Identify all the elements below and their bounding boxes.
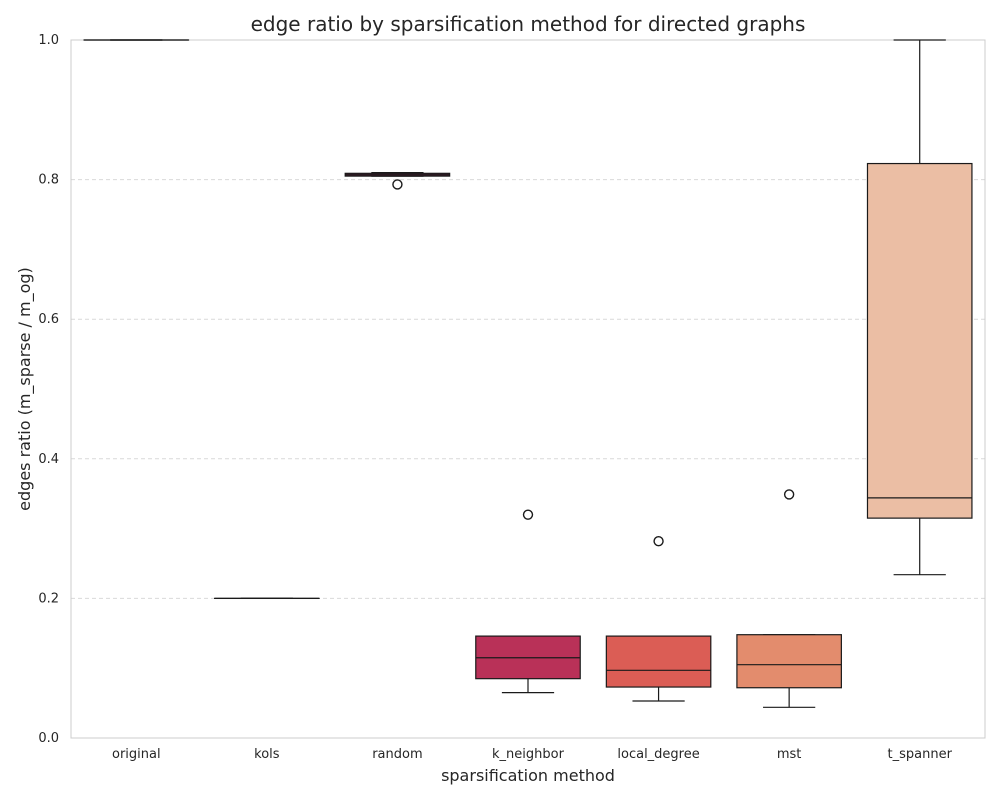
x-tick-label: original (112, 747, 161, 762)
chart-title: edge ratio by sparsification method for … (251, 12, 806, 36)
outlier-point (522, 509, 534, 520)
box-group-random (344, 172, 451, 190)
box-group-k_neighbor (475, 509, 581, 694)
y-tick-label: 0.2 (38, 591, 59, 606)
x-axis-label: sparsification method (441, 766, 615, 785)
y-tick-label: 1.0 (38, 33, 59, 48)
x-tick-label: local_degree (617, 747, 699, 762)
x-axis-ticks: original kols random k_neighbor local_degree… (112, 747, 953, 762)
y-tick-label: 0.6 (38, 312, 59, 327)
outlier-point (392, 179, 403, 190)
box-iqr (605, 635, 712, 688)
outlier-point (653, 535, 664, 547)
outlier-point (783, 489, 795, 500)
x-tick-label: mst (777, 747, 802, 762)
box-iqr (736, 634, 842, 689)
y-tick-label: 0.0 (38, 731, 59, 746)
x-tick-label: random (372, 747, 422, 762)
box-group-local_degree (605, 535, 712, 702)
x-tick-label: k_neighbor (492, 747, 565, 762)
box-group-mst (736, 489, 842, 708)
box-iqr (866, 162, 973, 519)
y-axis-ticks: 0.0 0.2 0.4 0.6 0.8 1.0 (38, 33, 59, 746)
x-tick-label: t_spanner (888, 747, 953, 762)
plot-frame (70, 39, 986, 739)
gridlines (71, 179, 985, 599)
boxes (83, 39, 973, 708)
y-tick-label: 0.4 (38, 452, 59, 467)
y-tick-label: 0.8 (38, 173, 59, 188)
y-axis-label: edges ratio (m_sparse / m_og) (15, 267, 35, 511)
x-tick-label: kols (254, 747, 280, 762)
box-group-t_spanner (866, 39, 973, 576)
